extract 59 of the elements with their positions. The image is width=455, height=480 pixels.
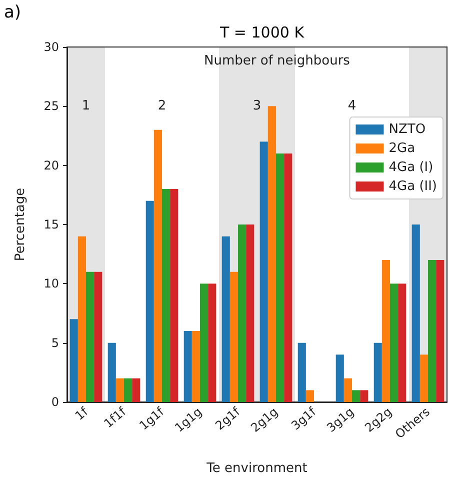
band-label: 1 xyxy=(82,98,90,114)
bar xyxy=(412,224,420,402)
bar xyxy=(162,189,170,402)
bar xyxy=(344,378,352,402)
bar xyxy=(246,224,254,402)
bar xyxy=(78,236,86,402)
legend-label: 4Ga (I) xyxy=(388,160,434,175)
bar xyxy=(360,390,368,402)
bar xyxy=(146,200,154,402)
bar xyxy=(428,260,436,402)
legend-label: 2Ga xyxy=(388,141,416,156)
x-tick-label: 1f xyxy=(72,404,92,423)
bar xyxy=(124,378,132,402)
x-axis-title: Te environment xyxy=(206,461,308,476)
annotation: Number of neighbours xyxy=(204,54,350,68)
bar xyxy=(260,142,268,402)
bar xyxy=(298,342,306,402)
bar xyxy=(352,390,360,402)
bar xyxy=(94,272,102,402)
bar xyxy=(208,284,216,402)
bar xyxy=(306,390,314,402)
bar xyxy=(284,154,292,402)
bar xyxy=(70,319,78,402)
bar xyxy=(86,272,94,402)
y-tick-label: 25 xyxy=(44,99,59,114)
bar xyxy=(192,331,200,402)
chart-title: T = 1000 K xyxy=(218,24,306,42)
annotation: 2 xyxy=(158,98,166,114)
y-tick-label: 10 xyxy=(44,276,59,291)
bar xyxy=(268,106,276,402)
band-label: 3 xyxy=(252,98,262,114)
bar xyxy=(336,354,344,402)
y-tick-label: 0 xyxy=(51,395,59,409)
bar xyxy=(116,378,124,402)
y-tick-label: 5 xyxy=(51,336,59,350)
bar xyxy=(222,236,230,402)
legend-label: NZTO xyxy=(388,122,426,137)
bar xyxy=(276,154,284,402)
annotation: 4 xyxy=(348,98,356,114)
text: a) xyxy=(4,2,22,22)
bar xyxy=(184,331,192,402)
bar xyxy=(230,272,238,402)
bar xyxy=(200,284,208,402)
bar xyxy=(170,189,178,402)
y-tick-label: 20 xyxy=(44,158,59,172)
bar xyxy=(382,260,390,402)
bar xyxy=(132,378,140,402)
bar xyxy=(436,260,444,402)
y-axis-title: Percentage xyxy=(13,188,28,262)
y-tick-label: 30 xyxy=(44,40,59,54)
bar xyxy=(374,342,382,402)
y-tick-label: 15 xyxy=(44,218,59,232)
bar xyxy=(238,224,246,402)
bar xyxy=(390,284,398,402)
legend-label: 4Ga (II) xyxy=(388,179,438,194)
bar xyxy=(108,342,116,402)
bar xyxy=(420,354,428,402)
bar xyxy=(398,284,406,402)
bar xyxy=(154,130,162,402)
